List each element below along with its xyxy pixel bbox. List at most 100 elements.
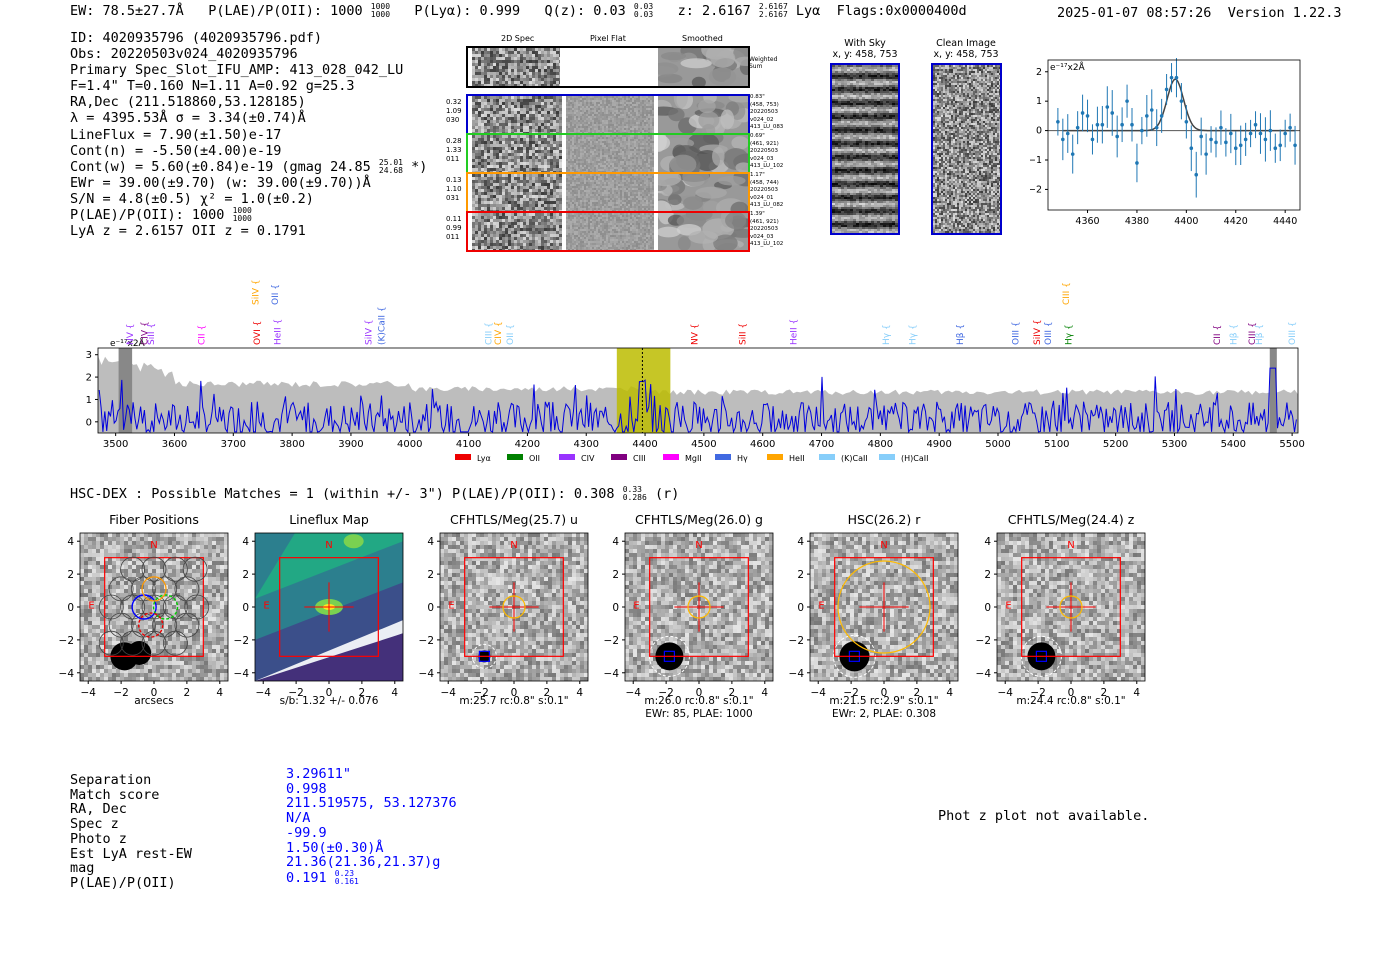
spectrum-unit: e⁻¹⁷x2Å [110,337,146,349]
col-smoothed: Smoothed [682,34,723,43]
info-obs: Obs: 20220503v024_4020935796 [70,46,298,63]
legend-swatch [507,454,523,460]
fiber [162,556,188,582]
data-point [1243,137,1248,142]
gaussian-fit [1062,78,1296,132]
masked-region [1269,348,1277,433]
line-label: OIII { [1288,321,1298,345]
masked-region [118,348,133,433]
fiber [108,576,134,602]
y-tick-label: −4 [59,668,75,680]
y-tick-label: 4 [242,536,249,548]
x-tick-label: 4 [761,687,768,699]
data-point [1100,122,1105,127]
line-label: SiIV { [1033,319,1043,345]
x-tick-label: 4 [576,687,583,699]
line-label: Hβ { [956,324,966,345]
cutout-row-stats: 0.28 1.33 011 [446,137,462,163]
search-box [464,557,564,657]
zoom-frame [1047,59,1301,211]
y-tick-label: 4 [67,536,74,548]
x-tick-label: 4 [391,687,398,699]
match-label: Photo z [70,830,127,847]
legend-label: CIII [633,454,646,463]
panel-subtitle-2: EWr: 85, PLAE: 1000 [645,708,753,720]
x-tick-label: 4 [1133,687,1140,699]
x-tick-label: 4000 [397,439,422,450]
data-point [1194,172,1199,177]
east-label: E [448,601,454,612]
line-label: OII { [271,284,281,305]
x-tick-label: 2 [1101,687,1108,699]
header-qz-range: 0.03 0.03 [633,2,654,19]
fiber [162,630,188,656]
x-tick-label: 4900 [926,439,951,450]
y-tick-label: −2 [59,635,74,647]
legend-label: (K)CaII [841,454,868,463]
legend-swatch [611,454,627,460]
info-contw: Cont(w) = 5.60(±0.84)e-19 (gmag 24.85 25… [70,157,428,175]
match-label: Match score [70,786,160,803]
search-box [834,557,934,657]
data-point [1268,128,1273,133]
panel-image: N E 4 −4 2 −2 0 0 −2 2 −4 4 [789,532,959,699]
weighted-sum-label: Weighted Sum [749,56,778,70]
info-primary: Primary Spec_Slot_IFU_AMP: 413_028_042_L… [70,62,404,79]
cutout-row-meta: 0.83" (458, 753) 20220503 v024_02 413_LU_083 [750,94,784,130]
cutout-row [466,94,750,135]
x-tick-label: 4400 [1174,216,1198,227]
x-tick-label: 4700 [809,439,834,450]
data-point [1135,161,1139,165]
data-point [1056,119,1060,124]
y-tick-label: 2 [427,569,434,581]
line-label: SiIV { [252,279,262,305]
cutout-row-meta: 1.17" (458, 744) 20220503 v024_01 413_LU_082 [750,172,784,208]
zoom-fit-chart: e⁻¹⁷x2Å 4360 4380 4400 4420 4440 2 1 0 −1 −2 [1030,58,1301,227]
header-plae: P(LAE)/P(OII): 1000 [208,3,363,19]
row-smoothed [658,174,748,211]
header-version: Version 1.22.3 [1227,5,1342,21]
panel-image: N E 4 −4 2 −2 0 0 −2 2 −4 4 [419,532,589,699]
match-values: 3.29611" 0.998 211.519575, 53.127376 N/A… [286,767,457,886]
header-z: z: 2.6167 [677,3,751,19]
y-tick-label: 4 [427,536,434,548]
sky-image [830,63,900,235]
header-bar: EW: 78.5±27.7Å P(LAE)/P(OII): 1000 1000 1… [70,2,967,20]
legend-swatch [559,454,575,460]
fiber [120,630,146,656]
zoom-unit: e⁻¹⁷x2Å [1050,61,1086,73]
north-label: N [880,540,887,551]
line-label: CIV { [140,321,150,345]
y-tick-label: 2 [86,373,92,384]
cutout-row [466,172,750,213]
y-tick-label: −2 [234,635,249,647]
x-tick-label: 0 [881,687,888,699]
data-point [1219,125,1223,130]
match-value-plae: 0.191 0.23 0.161 [286,868,359,886]
x-tick-label: −4 [997,687,1013,699]
legend-swatch [455,454,471,460]
info-zline: LyA z = 2.6157 OII z = 0.1791 [70,223,306,240]
line-label: CIII { [1062,282,1072,305]
panel-subtitle: arcsecs [134,695,174,707]
data-point [1253,122,1258,127]
x-tick-label: 3800 [279,439,304,450]
row-pixelflat [566,96,654,133]
x-tick-label: 2 [544,687,551,699]
fiber [184,594,210,620]
header-ew: EW: 78.5±27.7Å [70,3,184,19]
legend-label: OII [529,454,540,463]
data-point [1238,143,1243,148]
y-tick-label: 4 [984,536,991,548]
line-label: CIII { [1248,322,1258,345]
y-tick-label: 0 [86,417,92,428]
line-label: NV { [126,324,136,345]
info-params: F=1.4" T=0.160 N=1.11 A=0.92 g=25.3 [70,78,355,95]
line-label: OVI { [253,321,263,345]
data-point [1204,152,1208,156]
line-label: SiII { [147,323,157,345]
data-point [1085,114,1090,118]
panel-title: CFHTLS/Meg(24.4) z [1007,512,1135,527]
line-label: NV { [690,324,700,345]
panel-subtitle: s/b: 1.32 +/- 0.076 [279,695,379,707]
